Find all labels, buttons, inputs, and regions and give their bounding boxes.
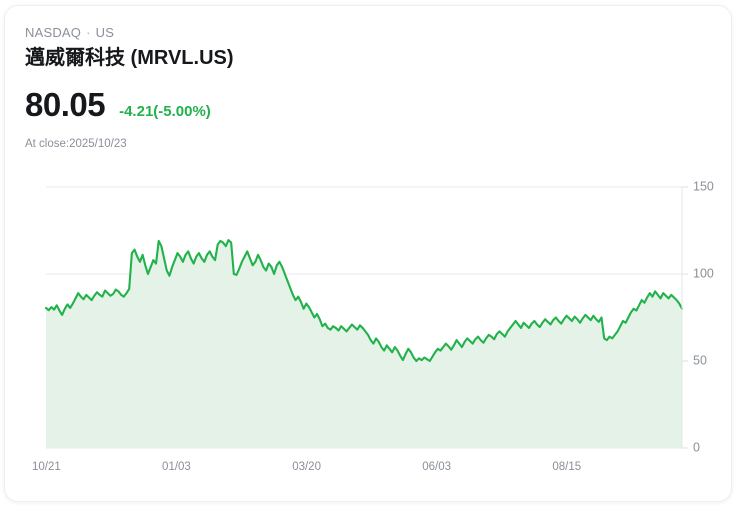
y-tick-label: 150 (693, 179, 714, 193)
price-change: -4.21(-5.00%) (119, 103, 211, 120)
price-row: 80.05 -4.21(-5.00%) (25, 86, 731, 124)
region-label: US (95, 25, 115, 40)
chart-x-tick-labels: 10/21 01/03 03/20 06/03 08/15 (32, 461, 581, 473)
x-tick-label: 01/03 (162, 461, 191, 473)
y-tick-label: 100 (693, 266, 714, 280)
last-price: 80.05 (25, 86, 106, 123)
y-tick-label: 0 (693, 440, 700, 454)
exchange-region-row: NASDAQ · US (25, 25, 731, 41)
market-status-note: At close:2025/10/23 (25, 138, 127, 150)
stock-quote-card: NASDAQ · US 邁威爾科技 (MRVL.US) 80.05 -4.21(-5… (4, 5, 732, 502)
page-title: 邁威爾科技 (MRVL.US) (25, 47, 234, 69)
y-tick-label: 50 (693, 353, 707, 367)
price-chart-svg[interactable]: 150 100 50 0 10/21 01/03 03/20 06/03 08/15 (5, 174, 732, 484)
x-tick-label: 03/20 (292, 461, 321, 473)
chart-area-fill (46, 240, 682, 448)
x-tick-label: 08/15 (552, 461, 581, 473)
chart-price-line (44, 239, 684, 363)
price-chart[interactable]: 150 100 50 0 10/21 01/03 03/20 06/03 08/15 (5, 174, 732, 484)
x-tick-label: 06/03 (422, 461, 451, 473)
separator-dot: · (86, 25, 91, 40)
chart-y-tick-labels: 150 100 50 0 (693, 179, 714, 454)
price-line-path (44, 239, 684, 363)
quote-header: NASDAQ · US 邁威爾科技 (MRVL.US) 80.05 -4.21(-5… (5, 6, 731, 152)
x-tick-label: 10/21 (32, 461, 61, 473)
area-fill-path (46, 240, 682, 448)
exchange-label: NASDAQ (25, 25, 82, 40)
